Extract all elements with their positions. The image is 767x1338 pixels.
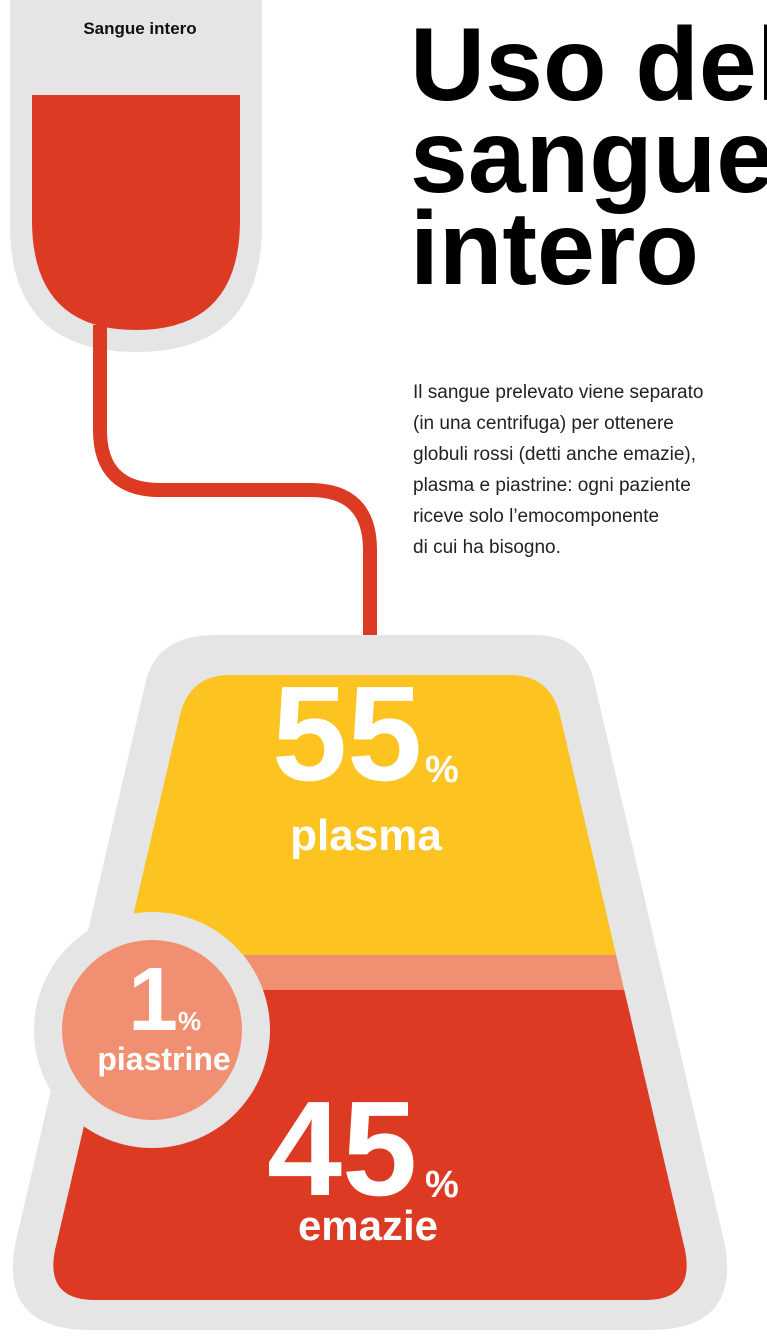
paragraph: Il sangue prelevato viene separato (in u… (413, 382, 703, 558)
paragraph-line: Il sangue prelevato viene separato (413, 382, 703, 403)
plasma-name: plasma (290, 811, 442, 860)
red-cell-name: emazie (298, 1202, 438, 1249)
platelet-unit: % (178, 1006, 201, 1036)
paragraph-line: plasma e piastrine: ogni paziente (413, 475, 691, 496)
bag-label: Sangue intero (83, 19, 196, 38)
title-line: sangue (410, 99, 767, 215)
plasma-value: 55 (272, 658, 422, 809)
title-line: intero (410, 191, 699, 307)
bag-fill (32, 95, 240, 330)
platelet-circle (62, 940, 242, 1120)
plasma-unit: % (425, 749, 459, 791)
platelet-value: 1 (128, 950, 178, 1050)
tube (93, 325, 377, 640)
red-cell-unit: % (425, 1164, 459, 1206)
paragraph-line: globuli rossi (detti anche emazie), (413, 444, 696, 465)
paragraph-line: (in una centrifuga) per ottenere (413, 413, 674, 434)
paragraph-line: di cui ha bisogno. (413, 537, 561, 558)
paragraph-line: riceve solo l’emocomponente (413, 506, 659, 527)
title-line: Uso del (410, 7, 767, 123)
platelet-name: piastrine (97, 1041, 230, 1077)
red-cell-value: 45 (267, 1073, 417, 1224)
